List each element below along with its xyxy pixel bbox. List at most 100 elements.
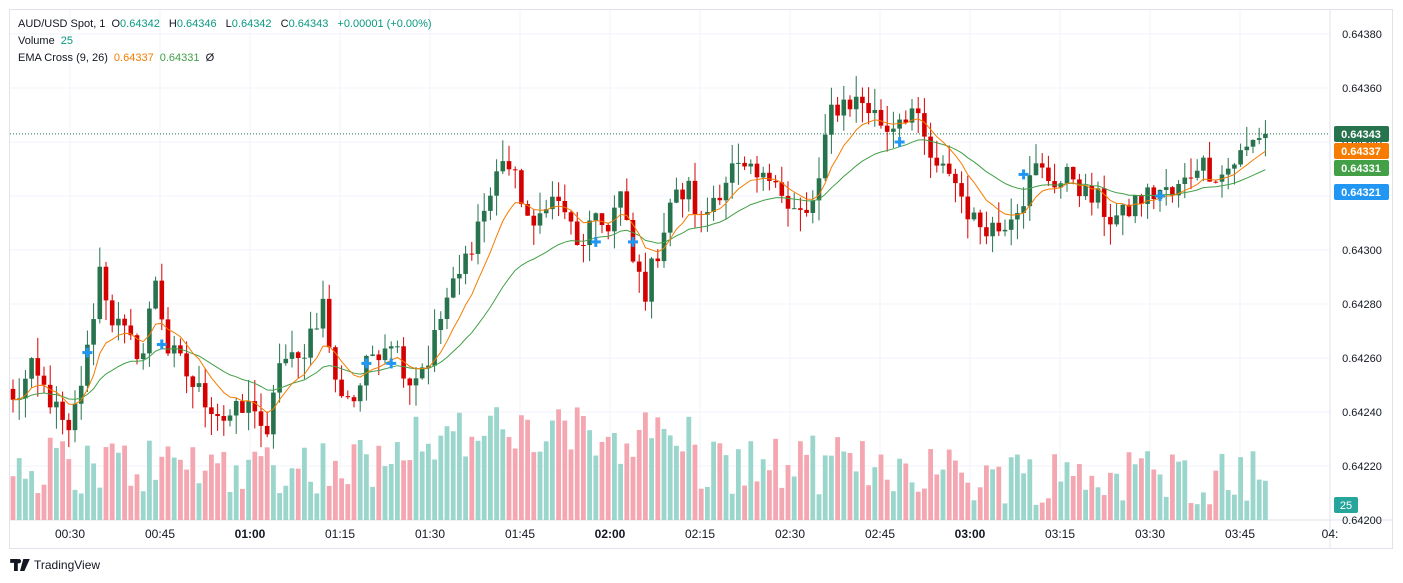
- candle: [1015, 204, 1020, 240]
- volume-bar: [531, 452, 537, 520]
- x-tick-label: 03:45: [1225, 527, 1255, 541]
- brand-name: TradingView: [34, 558, 101, 572]
- candle-body: [258, 411, 264, 426]
- candle-body: [550, 196, 555, 210]
- symbol-name[interactable]: AUD/USD Spot, 1: [18, 18, 106, 30]
- volume-label[interactable]: Volume: [18, 35, 55, 47]
- volume-bar: [190, 447, 196, 520]
- volume-bar: [1077, 464, 1082, 520]
- candle: [550, 181, 555, 220]
- candle-body: [624, 191, 630, 220]
- candle: [946, 145, 952, 177]
- volume-bar: [1132, 464, 1138, 520]
- volume-bar: [35, 493, 41, 520]
- candle-body: [519, 170, 524, 205]
- volume-bar: [1058, 481, 1064, 520]
- volume-bar: [581, 415, 586, 520]
- candle: [891, 111, 896, 149]
- candle: [258, 393, 264, 448]
- candle: [165, 307, 171, 356]
- candle: [742, 156, 747, 171]
- candle-body: [339, 379, 344, 397]
- candle: [1139, 193, 1144, 217]
- candle: [556, 182, 561, 217]
- volume-bar: [729, 493, 735, 520]
- volume-bar: [1070, 476, 1076, 520]
- candle-body: [996, 222, 1002, 232]
- candle-body: [47, 384, 53, 408]
- volume-bar: [264, 447, 270, 520]
- candle-body: [215, 414, 220, 417]
- volume-bar: [178, 459, 183, 520]
- candle-body: [822, 134, 828, 179]
- volume-bar: [1163, 496, 1169, 520]
- volume-bar: [798, 441, 803, 520]
- volume-bar: [128, 485, 134, 520]
- candle: [599, 213, 605, 234]
- candle: [729, 144, 735, 199]
- volume-value: 25: [60, 35, 74, 47]
- candle: [872, 88, 878, 127]
- volume-bar: [308, 481, 313, 520]
- volume-bar: [1120, 500, 1126, 520]
- ema-cross-marker: [82, 347, 93, 358]
- volume-bar: [376, 445, 382, 520]
- candle: [506, 145, 512, 176]
- tradingview-footer[interactable]: TradingView: [10, 558, 100, 572]
- candle-body: [971, 212, 977, 220]
- volume-bar: [1232, 494, 1237, 520]
- volume-bar: [10, 476, 16, 520]
- candle: [965, 175, 971, 239]
- candle-body: [953, 173, 958, 184]
- candle-body: [10, 388, 16, 400]
- candle-body: [1064, 166, 1070, 184]
- candle: [1163, 168, 1169, 206]
- candle: [221, 405, 227, 436]
- candle: [835, 97, 840, 122]
- volume-bar: [922, 488, 927, 520]
- candle: [463, 245, 468, 285]
- volume-bar: [822, 455, 828, 520]
- x-tick-label: 01:30: [415, 527, 445, 541]
- volume-bar: [1225, 490, 1231, 520]
- candle-body: [537, 213, 543, 226]
- candle: [277, 343, 282, 403]
- candle: [128, 308, 134, 341]
- candle: [1207, 141, 1212, 182]
- candle: [791, 192, 797, 210]
- volume-bar: [252, 451, 258, 520]
- volume-bar: [240, 488, 245, 520]
- ema-cross-marker: [590, 236, 601, 247]
- candle-body: [457, 273, 462, 279]
- candle: [587, 210, 592, 262]
- candle: [91, 303, 96, 366]
- candle: [1114, 203, 1119, 227]
- volume-bar: [295, 468, 301, 520]
- candle: [977, 209, 983, 245]
- price-label-ema_fast: 0.64337: [1334, 143, 1389, 159]
- candle-body: [1244, 146, 1250, 151]
- candle-body: [240, 401, 245, 413]
- candle: [1120, 204, 1126, 236]
- volume-bar: [1244, 500, 1250, 520]
- ema-legend: EMA Cross (9, 26) 0.64337 0.64331 Ø: [18, 52, 217, 65]
- volume-bar: [1027, 459, 1033, 520]
- candle-body: [1083, 185, 1088, 197]
- candle-body: [1070, 166, 1076, 180]
- candle: [593, 212, 599, 241]
- candle-body: [1163, 187, 1169, 190]
- candle: [897, 113, 902, 142]
- candle: [500, 140, 506, 175]
- candle-body: [922, 113, 927, 137]
- candle-body: [227, 415, 233, 421]
- candle-body: [847, 99, 853, 110]
- candle-body: [1046, 167, 1051, 182]
- candle-body: [54, 401, 59, 408]
- ema-fast-line: [12, 118, 1266, 414]
- candle: [674, 177, 679, 204]
- volume-bar: [357, 440, 363, 520]
- candle-body: [767, 172, 772, 181]
- volume-bar: [258, 456, 264, 520]
- ema-label[interactable]: EMA Cross (9, 26): [18, 52, 108, 64]
